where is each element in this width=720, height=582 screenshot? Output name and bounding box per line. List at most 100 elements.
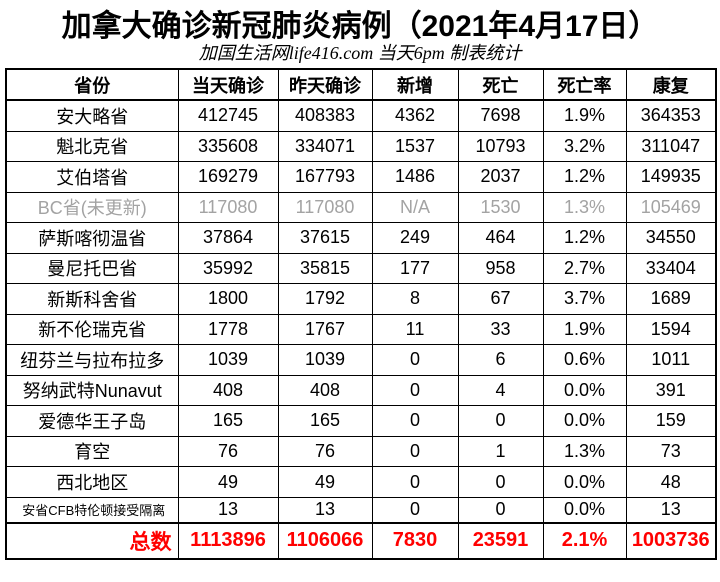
value-cell: 1011 xyxy=(625,344,717,376)
table-row-bc-not-updated: BC省(未更新) 117080 117080 N/A 1530 1.3% 105… xyxy=(5,191,717,224)
total-label-cell: 总数 xyxy=(5,521,179,560)
province-cell: 安省CFB特伦顿接受隔离 xyxy=(5,496,179,524)
province-cell: 萨斯喀彻温省 xyxy=(5,222,179,254)
value-cell: 23591 xyxy=(457,521,544,560)
value-cell: 0 xyxy=(457,496,544,524)
value-cell: 37615 xyxy=(277,222,373,254)
value-cell: 67 xyxy=(457,283,544,315)
value-cell: 958 xyxy=(457,252,544,285)
covid-cases-table: 省份 当天确诊 昨天确诊 新增 死亡 死亡率 康复 安大略省 412745 40… xyxy=(5,68,717,560)
table-row-pei: 爱德华王子岛 165 165 0 0 0.0% 159 xyxy=(5,405,717,437)
column-header-recovered: 康复 xyxy=(625,68,717,101)
value-cell: 0.0% xyxy=(542,496,627,524)
value-cell: 408383 xyxy=(277,99,373,132)
value-cell: 311047 xyxy=(625,130,717,163)
value-cell: 0.0% xyxy=(542,405,627,437)
value-cell: 391 xyxy=(625,374,717,407)
value-cell: 0.0% xyxy=(542,466,627,498)
table-row-nova-scotia: 新斯科舍省 1800 1792 8 67 3.7% 1689 xyxy=(5,283,717,315)
value-cell: 0 xyxy=(457,405,544,437)
value-cell: 1.2% xyxy=(542,222,627,254)
province-cell: 育空 xyxy=(5,435,179,468)
value-cell: 7830 xyxy=(371,521,459,560)
value-cell: 8 xyxy=(371,283,459,315)
page-title: 加拿大确诊新冠肺炎病例（2021年4月17日） xyxy=(61,10,659,43)
value-cell: 1767 xyxy=(277,313,373,346)
table-row-yukon: 育空 76 76 0 1 1.3% 73 xyxy=(5,435,717,468)
value-cell: 149935 xyxy=(625,161,717,193)
value-cell: 6 xyxy=(457,344,544,376)
value-cell: 2037 xyxy=(457,161,544,193)
value-cell: 1689 xyxy=(625,283,717,315)
value-cell: 1.3% xyxy=(542,191,627,224)
value-cell: 169279 xyxy=(177,161,279,193)
value-cell: 34550 xyxy=(625,222,717,254)
value-cell: 1113896 xyxy=(177,521,279,560)
value-cell: 1.9% xyxy=(542,313,627,346)
value-cell: 10793 xyxy=(457,130,544,163)
value-cell: 0 xyxy=(371,435,459,468)
province-cell: BC省(未更新) xyxy=(5,191,179,224)
value-cell: 4 xyxy=(457,374,544,407)
province-cell: 艾伯塔省 xyxy=(5,161,179,193)
table-row-saskatchewan: 萨斯喀彻温省 37864 37615 249 464 1.2% 34550 xyxy=(5,222,717,254)
table-row-alberta: 艾伯塔省 169279 167793 1486 2037 1.2% 149935 xyxy=(5,161,717,193)
value-cell: 1 xyxy=(457,435,544,468)
value-cell: 412745 xyxy=(177,99,279,132)
value-cell: 0 xyxy=(457,466,544,498)
value-cell: 177 xyxy=(371,252,459,285)
value-cell: 0.6% xyxy=(542,344,627,376)
value-cell: 49 xyxy=(177,466,279,498)
value-cell: 35815 xyxy=(277,252,373,285)
value-cell: 13 xyxy=(277,496,373,524)
value-cell: 364353 xyxy=(625,99,717,132)
value-cell: 159 xyxy=(625,405,717,437)
value-cell: 105469 xyxy=(625,191,717,224)
province-cell: 曼尼托巴省 xyxy=(5,252,179,285)
page-subtitle: 加国生活网life416.com 当天6pm 制表统计 xyxy=(198,43,522,63)
value-cell: N/A xyxy=(371,191,459,224)
value-cell: 0 xyxy=(371,466,459,498)
province-cell: 安大略省 xyxy=(5,99,179,132)
value-cell: 4362 xyxy=(371,99,459,132)
value-cell: 3.7% xyxy=(542,283,627,315)
value-cell: 0 xyxy=(371,344,459,376)
value-cell: 1792 xyxy=(277,283,373,315)
value-cell: 117080 xyxy=(177,191,279,224)
value-cell: 1537 xyxy=(371,130,459,163)
value-cell: 1486 xyxy=(371,161,459,193)
value-cell: 33404 xyxy=(625,252,717,285)
table-row-total: 总数 1113896 1106066 7830 23591 2.1% 10037… xyxy=(5,521,717,560)
table-row-nunavut: 努纳武特Nunavut 408 408 0 4 0.0% 391 xyxy=(5,374,717,407)
column-header-today-confirmed: 当天确诊 xyxy=(177,68,279,101)
value-cell: 165 xyxy=(177,405,279,437)
value-cell: 1106066 xyxy=(277,521,373,560)
table-row-newfoundland-labrador: 纽芬兰与拉布拉多 1039 1039 0 6 0.6% 1011 xyxy=(5,344,717,376)
province-cell: 新不伦瑞克省 xyxy=(5,313,179,346)
value-cell: 464 xyxy=(457,222,544,254)
value-cell: 1003736 xyxy=(625,521,717,560)
province-cell: 努纳武特Nunavut xyxy=(5,374,179,407)
value-cell: 76 xyxy=(177,435,279,468)
table-row-quebec: 魁北克省 335608 334071 1537 10793 3.2% 31104… xyxy=(5,130,717,163)
value-cell: 0.0% xyxy=(542,374,627,407)
value-cell: 167793 xyxy=(277,161,373,193)
value-cell: 1039 xyxy=(277,344,373,376)
value-cell: 2.7% xyxy=(542,252,627,285)
value-cell: 2.1% xyxy=(542,521,627,560)
table-row-cfb-trenton-quarantine: 安省CFB特伦顿接受隔离 13 13 0 0 0.0% 13 xyxy=(5,496,717,524)
value-cell: 1800 xyxy=(177,283,279,315)
column-header-deaths: 死亡 xyxy=(457,68,544,101)
value-cell: 7698 xyxy=(457,99,544,132)
column-header-yesterday-confirmed: 昨天确诊 xyxy=(277,68,373,101)
province-cell: 西北地区 xyxy=(5,466,179,498)
value-cell: 334071 xyxy=(277,130,373,163)
province-cell: 新斯科舍省 xyxy=(5,283,179,315)
value-cell: 1.9% xyxy=(542,99,627,132)
value-cell: 76 xyxy=(277,435,373,468)
value-cell: 408 xyxy=(177,374,279,407)
value-cell: 0 xyxy=(371,496,459,524)
value-cell: 117080 xyxy=(277,191,373,224)
value-cell: 1778 xyxy=(177,313,279,346)
value-cell: 1039 xyxy=(177,344,279,376)
